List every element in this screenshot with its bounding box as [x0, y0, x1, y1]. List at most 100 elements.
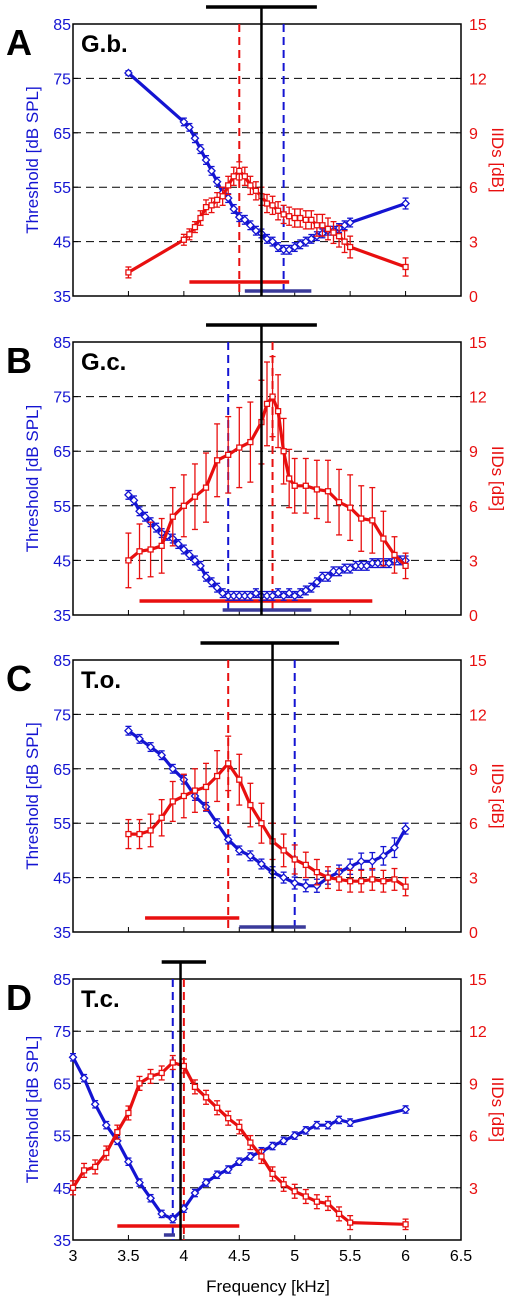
threshold-point	[245, 851, 255, 861]
threshold-point	[168, 1214, 178, 1224]
threshold-point	[190, 555, 200, 565]
right-tick-label: 15	[469, 17, 487, 34]
threshold-point	[290, 878, 300, 888]
left-tick-label: 85	[53, 17, 71, 34]
right-tick-label: 12	[469, 390, 487, 407]
ild-point	[125, 557, 132, 564]
ild-point	[302, 216, 309, 223]
ild-point	[236, 1123, 243, 1131]
ild-point	[280, 448, 287, 455]
left-tick-label: 85	[53, 335, 71, 352]
left-tick-label: 65	[53, 126, 71, 143]
threshold-point	[268, 1141, 277, 1151]
threshold-point	[223, 1165, 233, 1174]
ild-point	[225, 1115, 232, 1122]
right-axis-title: IIDs [dB]	[488, 446, 507, 511]
threshold-point	[401, 199, 410, 208]
threshold-point	[184, 550, 194, 560]
threshold-point	[279, 873, 289, 883]
threshold-point	[306, 583, 316, 593]
ild-point	[291, 214, 298, 222]
ild-point	[147, 827, 154, 834]
left-tick-label: 35	[53, 289, 71, 306]
threshold-point	[190, 133, 200, 143]
ild-point	[391, 876, 398, 883]
threshold-point	[257, 859, 266, 869]
threshold-point	[345, 218, 355, 227]
threshold-point	[146, 1193, 156, 1203]
threshold-point	[129, 495, 139, 505]
threshold-point	[268, 591, 277, 601]
right-tick-label: 0	[469, 289, 478, 306]
threshold-point	[101, 1120, 111, 1130]
ild-point	[158, 1069, 165, 1077]
ild-point	[202, 484, 210, 491]
ild-point	[335, 1210, 343, 1218]
ild-point	[202, 1094, 210, 1101]
threshold-point	[90, 1099, 100, 1109]
ild-point	[402, 562, 409, 570]
ild-point	[219, 193, 226, 200]
ild-point	[297, 214, 304, 222]
threshold-point	[179, 545, 189, 554]
right-tick-label: 9	[469, 444, 478, 461]
panel-c: 35 45 55 65 75 85 0 3 6 9 12 15 Threshold [dB SPL] II…	[6, 641, 507, 942]
threshold-point	[334, 566, 344, 576]
threshold-point	[273, 588, 283, 598]
threshold-point	[79, 1073, 89, 1083]
ild-point	[114, 1128, 121, 1136]
threshold-point	[223, 835, 233, 844]
ild-point	[402, 883, 409, 890]
ild-point	[252, 187, 260, 194]
left-tick-label: 75	[53, 707, 71, 724]
ild-point	[147, 1073, 154, 1080]
ild-point	[213, 196, 221, 204]
left-tick-label: 85	[53, 653, 71, 670]
ild-point	[280, 847, 287, 854]
threshold-point	[401, 1105, 410, 1114]
ild-point	[369, 517, 376, 524]
ild-point	[286, 475, 293, 482]
ild-point	[369, 876, 376, 883]
threshold-point	[124, 726, 133, 736]
ild-point	[313, 222, 321, 229]
right-tick-label: 6	[469, 180, 478, 197]
threshold-point	[251, 588, 261, 598]
threshold-point	[240, 215, 250, 225]
ild-point	[125, 830, 132, 838]
ild-point	[92, 1163, 99, 1171]
ild-point	[225, 760, 232, 767]
ild-point	[324, 488, 332, 495]
ild-point	[380, 878, 387, 885]
ild-point	[263, 200, 271, 207]
threshold-point	[362, 561, 372, 571]
ild-point	[180, 236, 188, 243]
ild-point	[186, 231, 193, 238]
ild-point	[191, 787, 199, 794]
left-tick-label: 55	[53, 499, 71, 516]
threshold-point	[234, 845, 244, 855]
left-axis-title: Threshold [dB SPL]	[23, 86, 42, 233]
threshold-point	[401, 824, 410, 834]
x-tick-label: 6.5	[450, 1248, 472, 1265]
threshold-point	[367, 856, 377, 866]
threshold-point	[201, 155, 211, 165]
ild-point	[402, 1221, 409, 1228]
ild-point	[335, 876, 343, 883]
right-tick-label: 3	[469, 235, 478, 252]
ild-point	[335, 233, 343, 240]
ild-point	[202, 783, 210, 791]
threshold-point	[301, 881, 311, 891]
ild-point	[308, 216, 315, 223]
left-tick-label: 55	[53, 180, 71, 197]
left-tick-label: 65	[53, 1076, 71, 1093]
threshold-point	[323, 572, 333, 582]
right-tick-label: 6	[469, 1129, 478, 1146]
threshold-point	[201, 572, 211, 582]
left-tick-label: 65	[53, 762, 71, 779]
threshold-point	[268, 237, 277, 247]
ild-point	[80, 1167, 88, 1174]
ild-point	[180, 502, 188, 509]
left-tick-label: 35	[53, 925, 71, 942]
